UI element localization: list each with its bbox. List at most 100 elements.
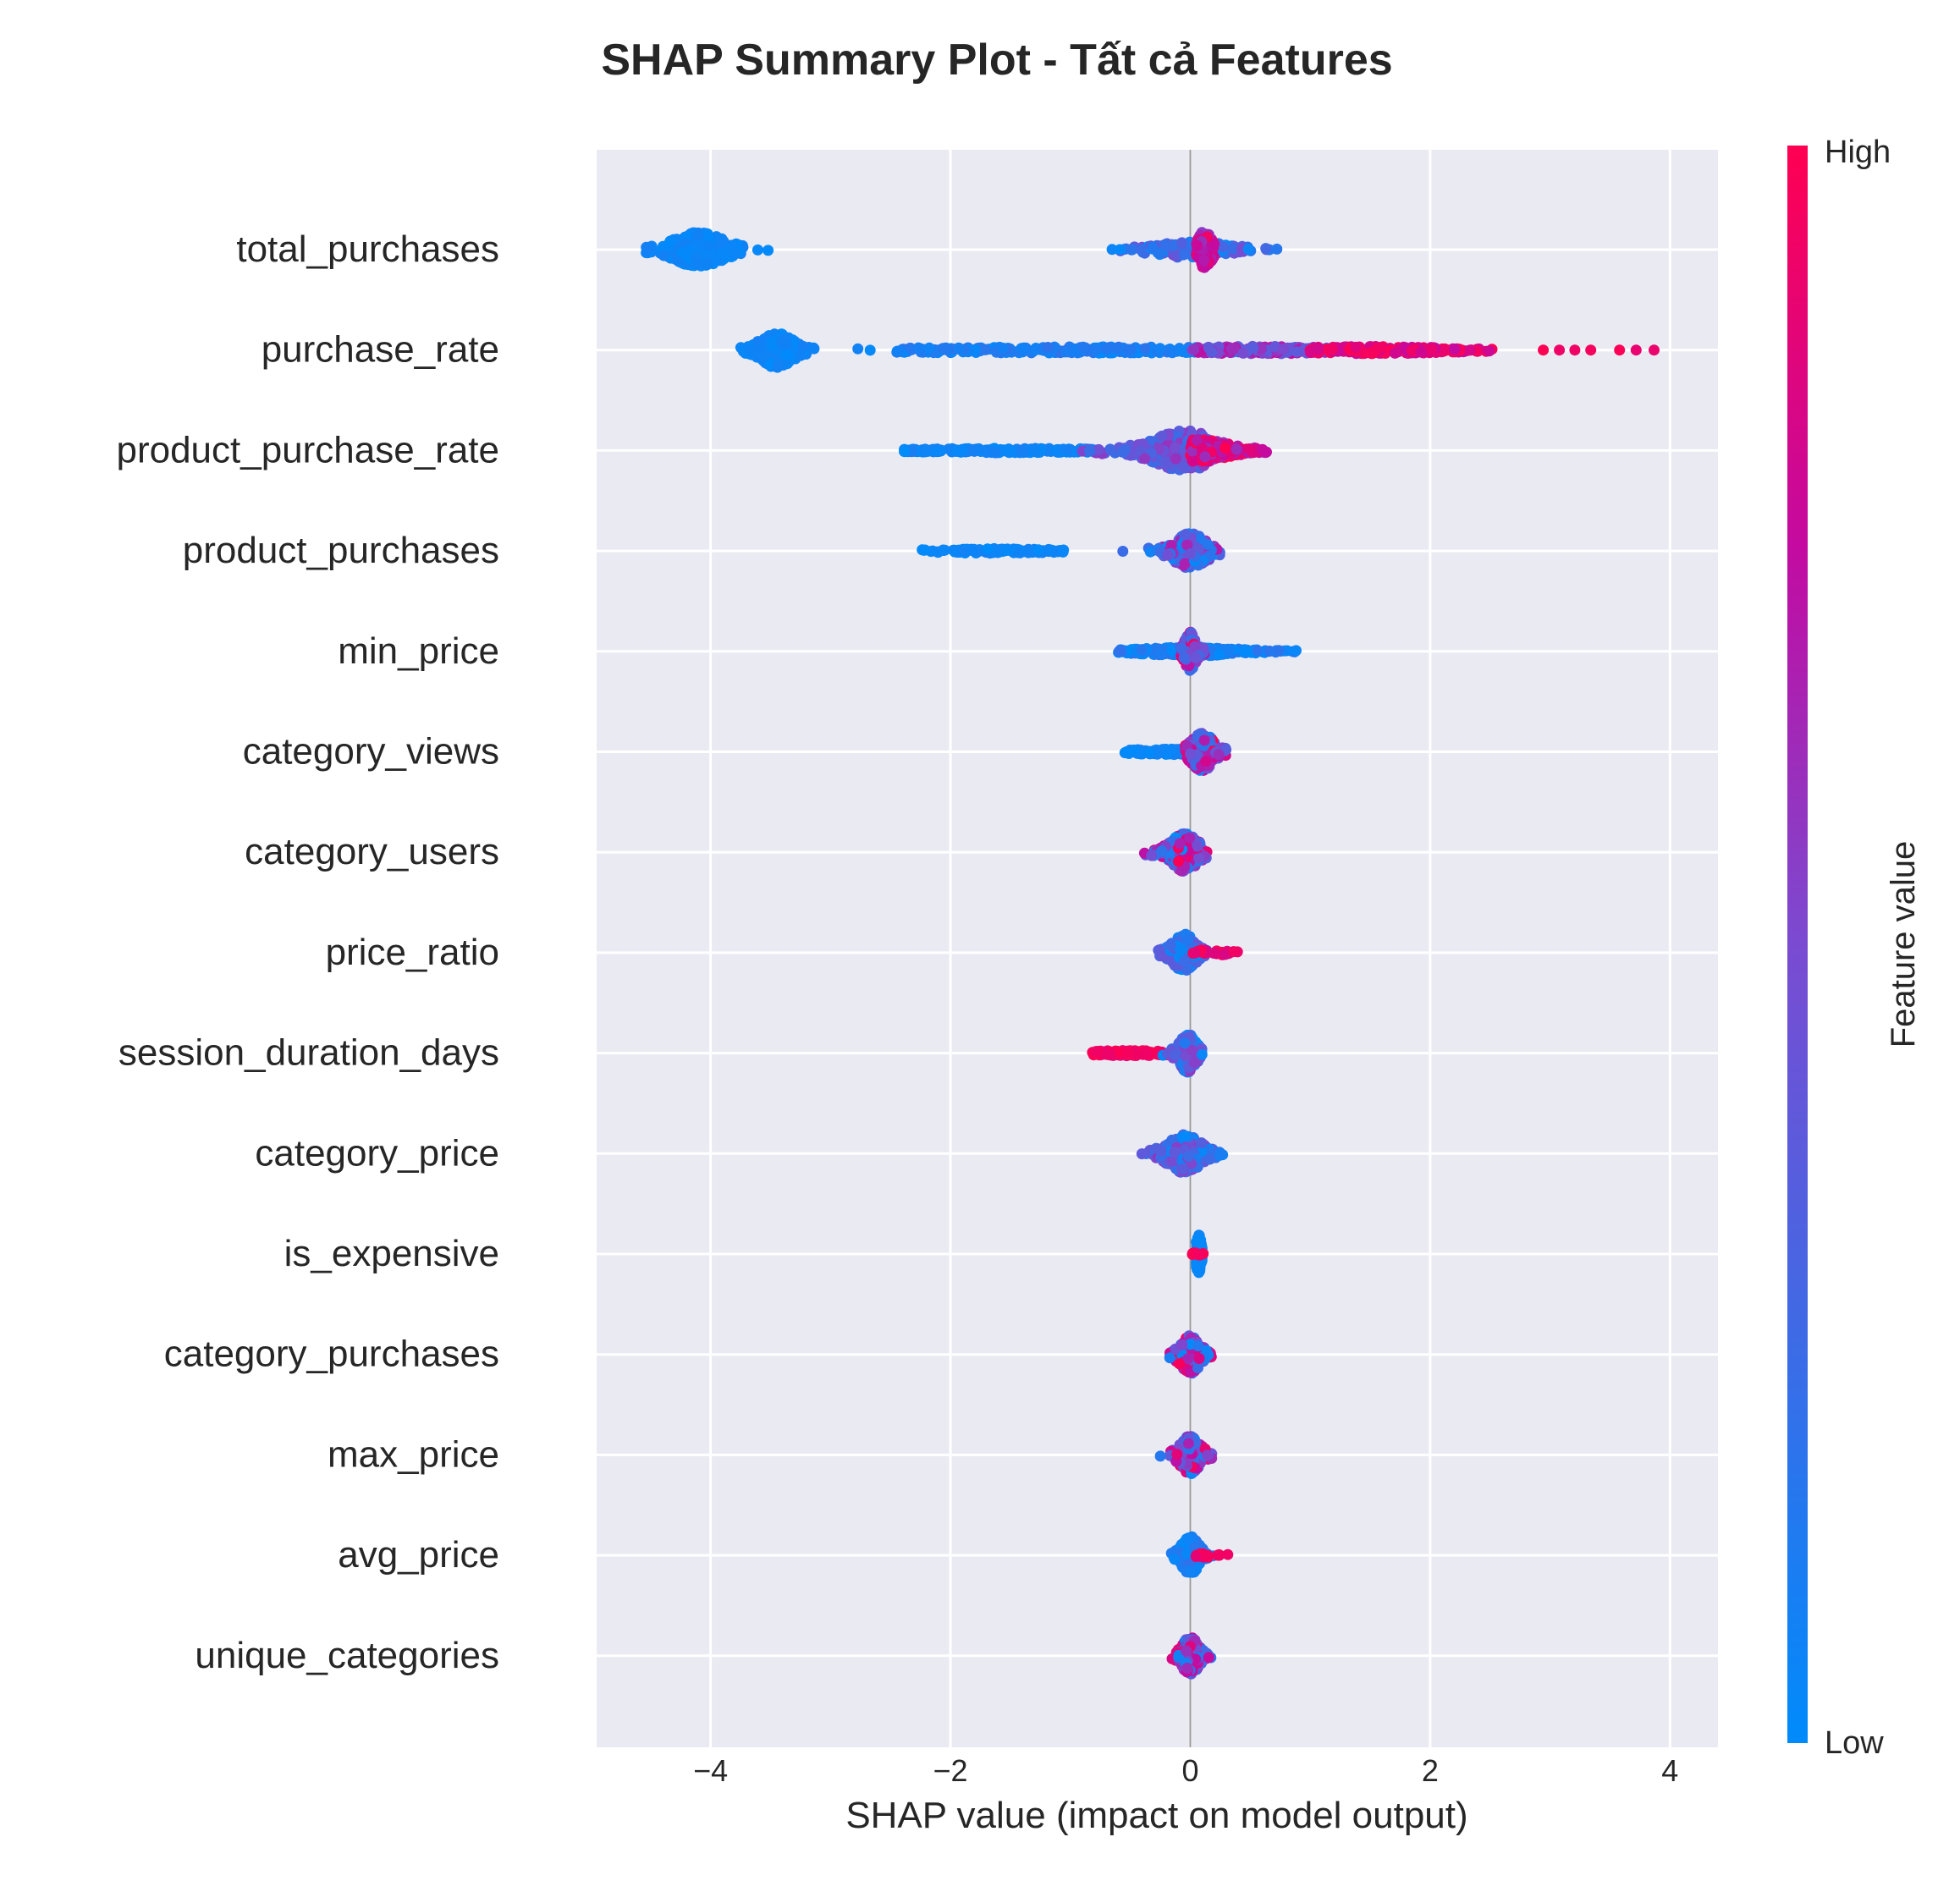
shap-point [696,240,707,251]
shap-point [664,236,675,247]
shap-point [1198,255,1209,266]
shap-point [1176,1339,1187,1350]
shap-point [1018,447,1029,458]
shap-point [1012,547,1023,558]
shap-point [1175,943,1186,954]
shap-point [796,350,807,361]
shap-point [1427,344,1438,355]
shap-point [1060,346,1071,357]
shap-point [1257,444,1268,455]
shap-point [1243,244,1254,255]
shap-point [782,349,793,360]
shap-point [894,346,905,357]
shap-point [1175,839,1186,850]
shap-point [1190,948,1201,959]
shap-point [1180,558,1191,569]
shap-point [776,337,787,348]
shap-point [752,245,763,256]
shap-point [998,343,1009,354]
shap-point [1189,1058,1200,1069]
shap-point [1091,344,1102,355]
shap-point [1128,745,1139,756]
shap-point [1179,1130,1190,1141]
shap-point [1247,343,1258,354]
shap-point [1165,745,1176,756]
shap-point [757,351,768,362]
shap-point [1177,346,1188,357]
shap-point [1196,1137,1207,1148]
shap-point [938,343,949,354]
shap-point [1238,646,1249,657]
shap-point [1183,1151,1194,1162]
shap-point [1153,247,1164,258]
shap-point [1137,1148,1148,1159]
shap-point [935,446,946,457]
shap-point [1029,445,1040,456]
shap-point [1278,344,1289,355]
shap-point [773,360,784,371]
shap-point [1043,342,1054,353]
shap-point [1224,645,1235,656]
shap-point [990,448,1001,459]
shap-point [1219,443,1231,454]
shap-point [1104,443,1115,454]
shap-point [1193,852,1204,863]
shap-point [1114,646,1125,657]
shap-point [918,545,929,556]
shap-point [1002,544,1013,555]
shap-point [1170,454,1181,465]
shap-point [1313,344,1324,355]
shap-point [1169,1049,1180,1060]
shap-point [1179,249,1190,260]
shap-point [684,245,695,256]
shap-point [852,344,863,355]
shap-point [1176,237,1187,248]
shap-point [1156,649,1167,660]
shap-point [922,445,933,456]
shap-point [1407,345,1418,356]
shap-point [1137,645,1148,656]
shap-point [1179,956,1190,967]
shap-point [1585,344,1596,355]
shap-point [702,258,713,269]
shap-point [1649,344,1660,355]
shap-point [658,250,669,261]
shap-point [1179,1037,1190,1048]
shap-point [715,248,726,259]
shap-point [1390,348,1401,359]
chart-title: SHAP Summary Plot - Tất cả Features [601,36,1392,85]
shap-point [1538,344,1549,355]
shap-point [1016,343,1027,354]
shap-point [1117,546,1128,557]
shap-point [766,340,777,351]
shap-point [1464,344,1475,355]
shap-point [1252,646,1263,657]
shap-point [1139,454,1150,465]
shap-point [1228,946,1239,957]
shap-point [1084,445,1095,456]
shap-point [939,545,950,556]
shap-point [1163,550,1174,561]
shap-point [1184,833,1195,844]
shap-point [1193,1250,1204,1261]
shap-point [980,344,991,355]
shap-point [973,443,984,454]
shap-point [924,343,935,354]
shap-point [1033,544,1044,555]
shap-point [1165,940,1176,951]
shap-point [1156,431,1167,442]
shap-point [1140,343,1151,354]
shap-point [808,344,819,355]
shap-point [957,444,968,455]
shap-point [1170,442,1181,453]
shap-point [1260,243,1271,254]
shap-point [1484,345,1495,356]
shap-point [1554,344,1565,355]
shap-point [1188,344,1199,355]
shap-point [949,545,960,556]
shap-point [1274,645,1285,656]
shap-point [1167,347,1178,358]
shap-point [1190,652,1201,663]
